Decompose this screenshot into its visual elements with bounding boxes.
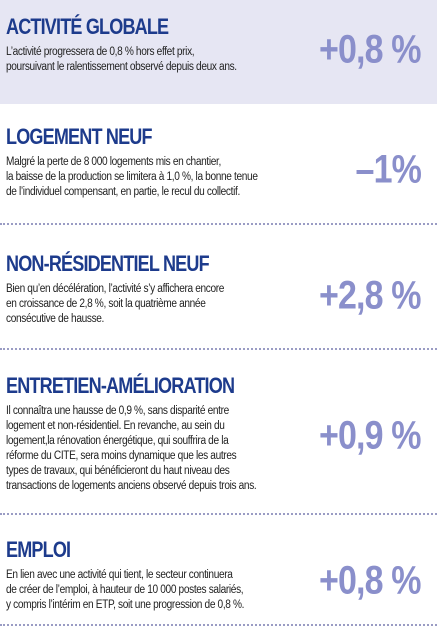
body-line: En lien avec une activité qui tient, le … [6,569,233,581]
body-line: en croissance de 2,8 %, soit la quatrièm… [6,298,206,310]
body-line: y compris l’intérim en ETP, soit une pro… [6,599,245,611]
body-line: L’activité progressera de 0,8 % hors eff… [6,46,195,58]
section-value: +2,8 % [319,273,422,318]
body-line: logement et non-résidentiel. En revanche… [6,420,225,432]
body-line: consécutive de hausse. [6,313,105,325]
separator [0,348,437,350]
section-value: +0,9 % [319,413,422,458]
section-title: LOGEMENT NEUF [6,124,153,149]
body-line: la baisse de la production se limitera à… [6,171,258,183]
body-line: de créer de l’emploi, à hauteur de 10 00… [6,584,244,596]
separator [0,513,437,515]
body-line: Malgré la perte de 8 000 logements mis e… [6,156,221,168]
body-line: poursuivant le ralentissement observé de… [6,61,237,73]
section-value: +0,8 % [319,27,422,72]
section-value: +0,8 % [319,558,422,603]
body-line: de l’individuel compensant, en partie, l… [6,186,240,198]
section-title: NON-RÉSIDENTIEL NEUF [6,251,210,276]
separator [0,624,437,626]
body-line: Il connaîtra une hausse de 0,9 %, sans d… [6,405,229,417]
body-line: réforme du CITE, sera moins dynamique qu… [6,450,237,462]
separator [0,223,437,225]
body-line: types de travaux, qui bénéficieront du h… [6,465,230,477]
body-line: Bien qu’en décélération, l’activité s’y … [6,283,225,295]
body-line: transactions de logements anciens observ… [6,480,257,492]
highlight-band [0,0,437,104]
section-title: ENTRETIEN-AMÉLIORATION [6,373,235,398]
body-line: logement,la rénovation énergétique, qui … [6,435,229,447]
section-title: EMPLOI [6,537,71,562]
section-title: ACTIVITÉ GLOBALE [6,14,169,39]
section-value: –1% [355,147,421,192]
